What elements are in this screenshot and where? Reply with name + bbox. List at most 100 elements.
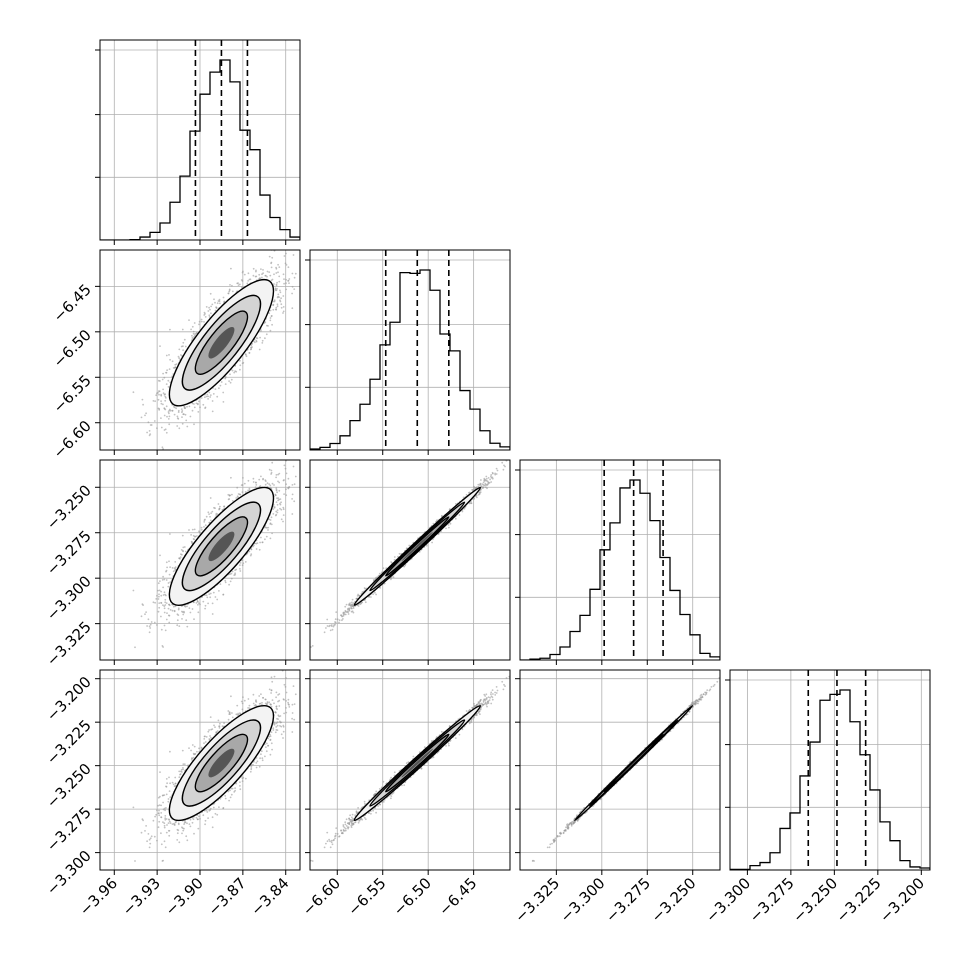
sample-point <box>273 299 276 302</box>
sample-point <box>293 483 296 486</box>
sample-point <box>203 321 205 323</box>
sample-point <box>255 337 258 339</box>
sample-point <box>181 618 183 620</box>
sample-point <box>270 523 273 526</box>
sample-point <box>273 273 275 276</box>
sample-point <box>248 278 251 281</box>
sample-point <box>195 602 198 604</box>
sample-point <box>208 314 211 317</box>
sample-point <box>214 309 217 312</box>
sample-point <box>178 427 181 430</box>
sample-point <box>155 598 158 600</box>
sample-point <box>154 400 157 403</box>
sample-point <box>224 581 227 584</box>
sample-point <box>169 328 171 331</box>
sample-point <box>255 275 258 278</box>
sample-point <box>261 339 264 342</box>
sample-point <box>160 394 163 397</box>
sample-point <box>288 282 290 284</box>
sample-point <box>229 373 231 376</box>
sample-point <box>191 338 194 341</box>
sample-point <box>167 379 170 382</box>
sample-point <box>176 619 179 622</box>
sample-point <box>184 550 187 553</box>
sample-point <box>163 429 166 431</box>
sample-point <box>210 519 212 522</box>
sample-point <box>261 276 263 279</box>
sample-point <box>149 627 152 629</box>
sample-point <box>163 393 166 396</box>
sample-point <box>205 594 208 597</box>
sample-point <box>279 502 281 505</box>
sample-point <box>241 559 244 562</box>
sample-point <box>144 414 146 417</box>
sample-point <box>219 505 221 508</box>
sample-point <box>251 342 254 345</box>
sample-point <box>214 301 216 304</box>
sample-point <box>197 603 199 606</box>
sample-point <box>248 351 251 354</box>
y-tick-label: −6.45 <box>50 280 95 325</box>
sample-point <box>203 519 206 522</box>
sample-point <box>247 272 250 275</box>
sample-point <box>185 619 188 622</box>
sample-point <box>193 322 196 324</box>
sample-point <box>259 336 261 339</box>
sample-point <box>211 400 214 402</box>
sample-point <box>168 412 170 415</box>
sample-point <box>208 391 211 394</box>
sample-point <box>156 624 158 626</box>
sample-point <box>264 274 267 277</box>
sample-point <box>180 408 183 410</box>
sample-point <box>258 348 261 351</box>
sample-point <box>313 244 315 246</box>
sample-point <box>222 391 225 394</box>
sample-point <box>208 513 211 515</box>
sample-point <box>275 289 278 292</box>
sample-point <box>210 305 213 308</box>
sample-point <box>176 425 179 427</box>
sample-point <box>244 491 247 493</box>
sample-point <box>193 335 196 338</box>
sample-point <box>285 278 287 281</box>
sample-point <box>260 536 262 539</box>
sample-point <box>283 282 285 285</box>
sample-point <box>285 252 287 255</box>
sample-point <box>161 446 164 449</box>
sample-point <box>157 598 160 600</box>
sample-point <box>186 405 188 408</box>
sample-point <box>229 580 232 583</box>
sample-point <box>160 426 163 429</box>
sample-point <box>293 276 296 279</box>
sample-point <box>200 397 203 399</box>
sample-point <box>282 273 285 276</box>
sample-point <box>190 328 193 331</box>
sample-point <box>182 413 185 416</box>
sample-point <box>255 548 258 550</box>
sample-point <box>215 306 218 308</box>
sample-point <box>165 371 167 374</box>
sample-point <box>160 417 162 419</box>
sample-point <box>260 268 262 270</box>
sample-point <box>222 401 225 403</box>
sample-point <box>174 605 177 608</box>
sample-point <box>183 338 186 341</box>
sample-point <box>182 349 185 352</box>
sample-point <box>159 554 161 557</box>
sample-point <box>169 581 172 583</box>
sample-point <box>231 369 234 372</box>
sample-point <box>173 406 176 409</box>
sample-point <box>223 301 226 303</box>
sample-point <box>167 411 170 413</box>
sample-point <box>190 534 193 536</box>
sample-point <box>280 306 283 309</box>
sample-point <box>231 284 233 287</box>
sample-point <box>204 396 206 399</box>
sample-point <box>152 601 155 604</box>
sample-point <box>276 305 279 308</box>
sample-point <box>279 299 281 302</box>
sample-point <box>239 564 241 566</box>
sample-point <box>169 566 172 568</box>
sample-point <box>158 393 160 396</box>
sample-point <box>276 511 279 514</box>
